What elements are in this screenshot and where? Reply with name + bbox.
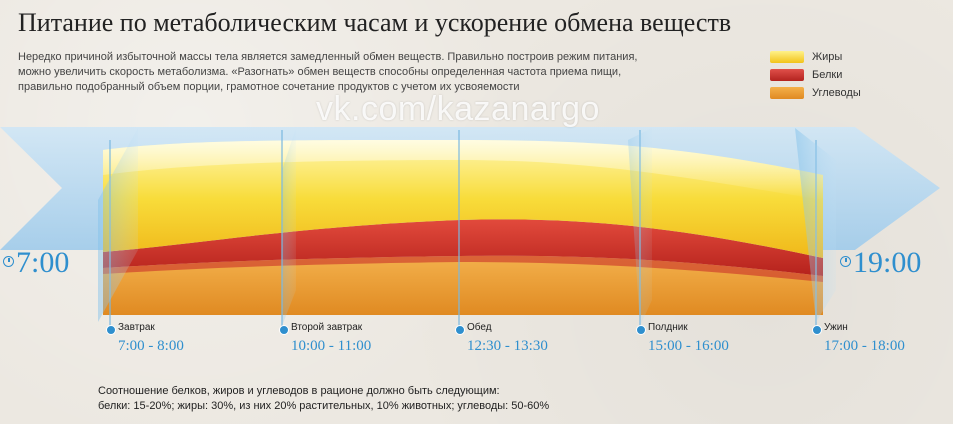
legend-swatch-fat xyxy=(770,51,804,63)
clock-icon xyxy=(840,256,851,267)
legend-item-carbs: Углеводы xyxy=(770,84,861,102)
meal-name: Второй завтрак xyxy=(291,322,363,333)
legend: Жиры Белки Углеводы xyxy=(770,48,861,102)
meal-name: Завтрак xyxy=(118,322,155,333)
watermark: vk.com/kazanargo xyxy=(316,90,600,128)
meal-name: Полдник xyxy=(648,322,688,333)
legend-label: Белки xyxy=(812,69,843,81)
legend-label: Жиры xyxy=(812,51,843,63)
footnote-line: Соотношение белков, жиров и углеводов в … xyxy=(98,385,500,397)
meal-time: 10:00 - 11:00 xyxy=(291,338,372,354)
meal-time: 7:00 - 8:00 xyxy=(118,338,184,354)
footnote: Соотношение белков, жиров и углеводов в … xyxy=(98,384,549,414)
panel-second-breakfast xyxy=(282,128,296,326)
meal-dot xyxy=(106,325,116,335)
meal-dot xyxy=(455,325,465,335)
panel-snack xyxy=(628,128,652,326)
meal-time: 15:00 - 16:00 xyxy=(648,338,729,354)
intro-line: Нередко причиной избыточной массы тела я… xyxy=(18,51,638,63)
legend-item-fat: Жиры xyxy=(770,48,861,66)
legend-item-protein: Белки xyxy=(770,66,861,84)
intro-line: можно увеличить скорость метаболизма. «Р… xyxy=(18,66,622,78)
meal-dot xyxy=(279,325,289,335)
legend-swatch-carbs xyxy=(770,87,804,99)
panel-breakfast xyxy=(98,128,138,322)
legend-swatch-protein xyxy=(770,69,804,81)
intro-text: Нередко причиной избыточной массы тела я… xyxy=(18,50,698,95)
clock-icon xyxy=(3,256,14,267)
legend-label: Углеводы xyxy=(812,87,861,99)
footnote-line: белки: 15-20%; жиры: 30%, из них 20% рас… xyxy=(98,400,550,412)
intro-line: правильно подобранный объем порции, грам… xyxy=(18,81,520,93)
meal-name: Ужин xyxy=(824,322,848,333)
start-time: 7:00 xyxy=(16,246,70,279)
meal-name: Обед xyxy=(467,322,492,333)
meal-dot xyxy=(812,325,822,335)
meal-time: 12:30 - 13:30 xyxy=(467,338,548,354)
meal-time: 17:00 - 18:00 xyxy=(824,338,905,354)
panel-dinner xyxy=(795,128,836,322)
end-time: 19:00 xyxy=(853,246,922,279)
meal-dot xyxy=(636,325,646,335)
page-title: Питание по метаболическим часам и ускоре… xyxy=(18,8,732,37)
